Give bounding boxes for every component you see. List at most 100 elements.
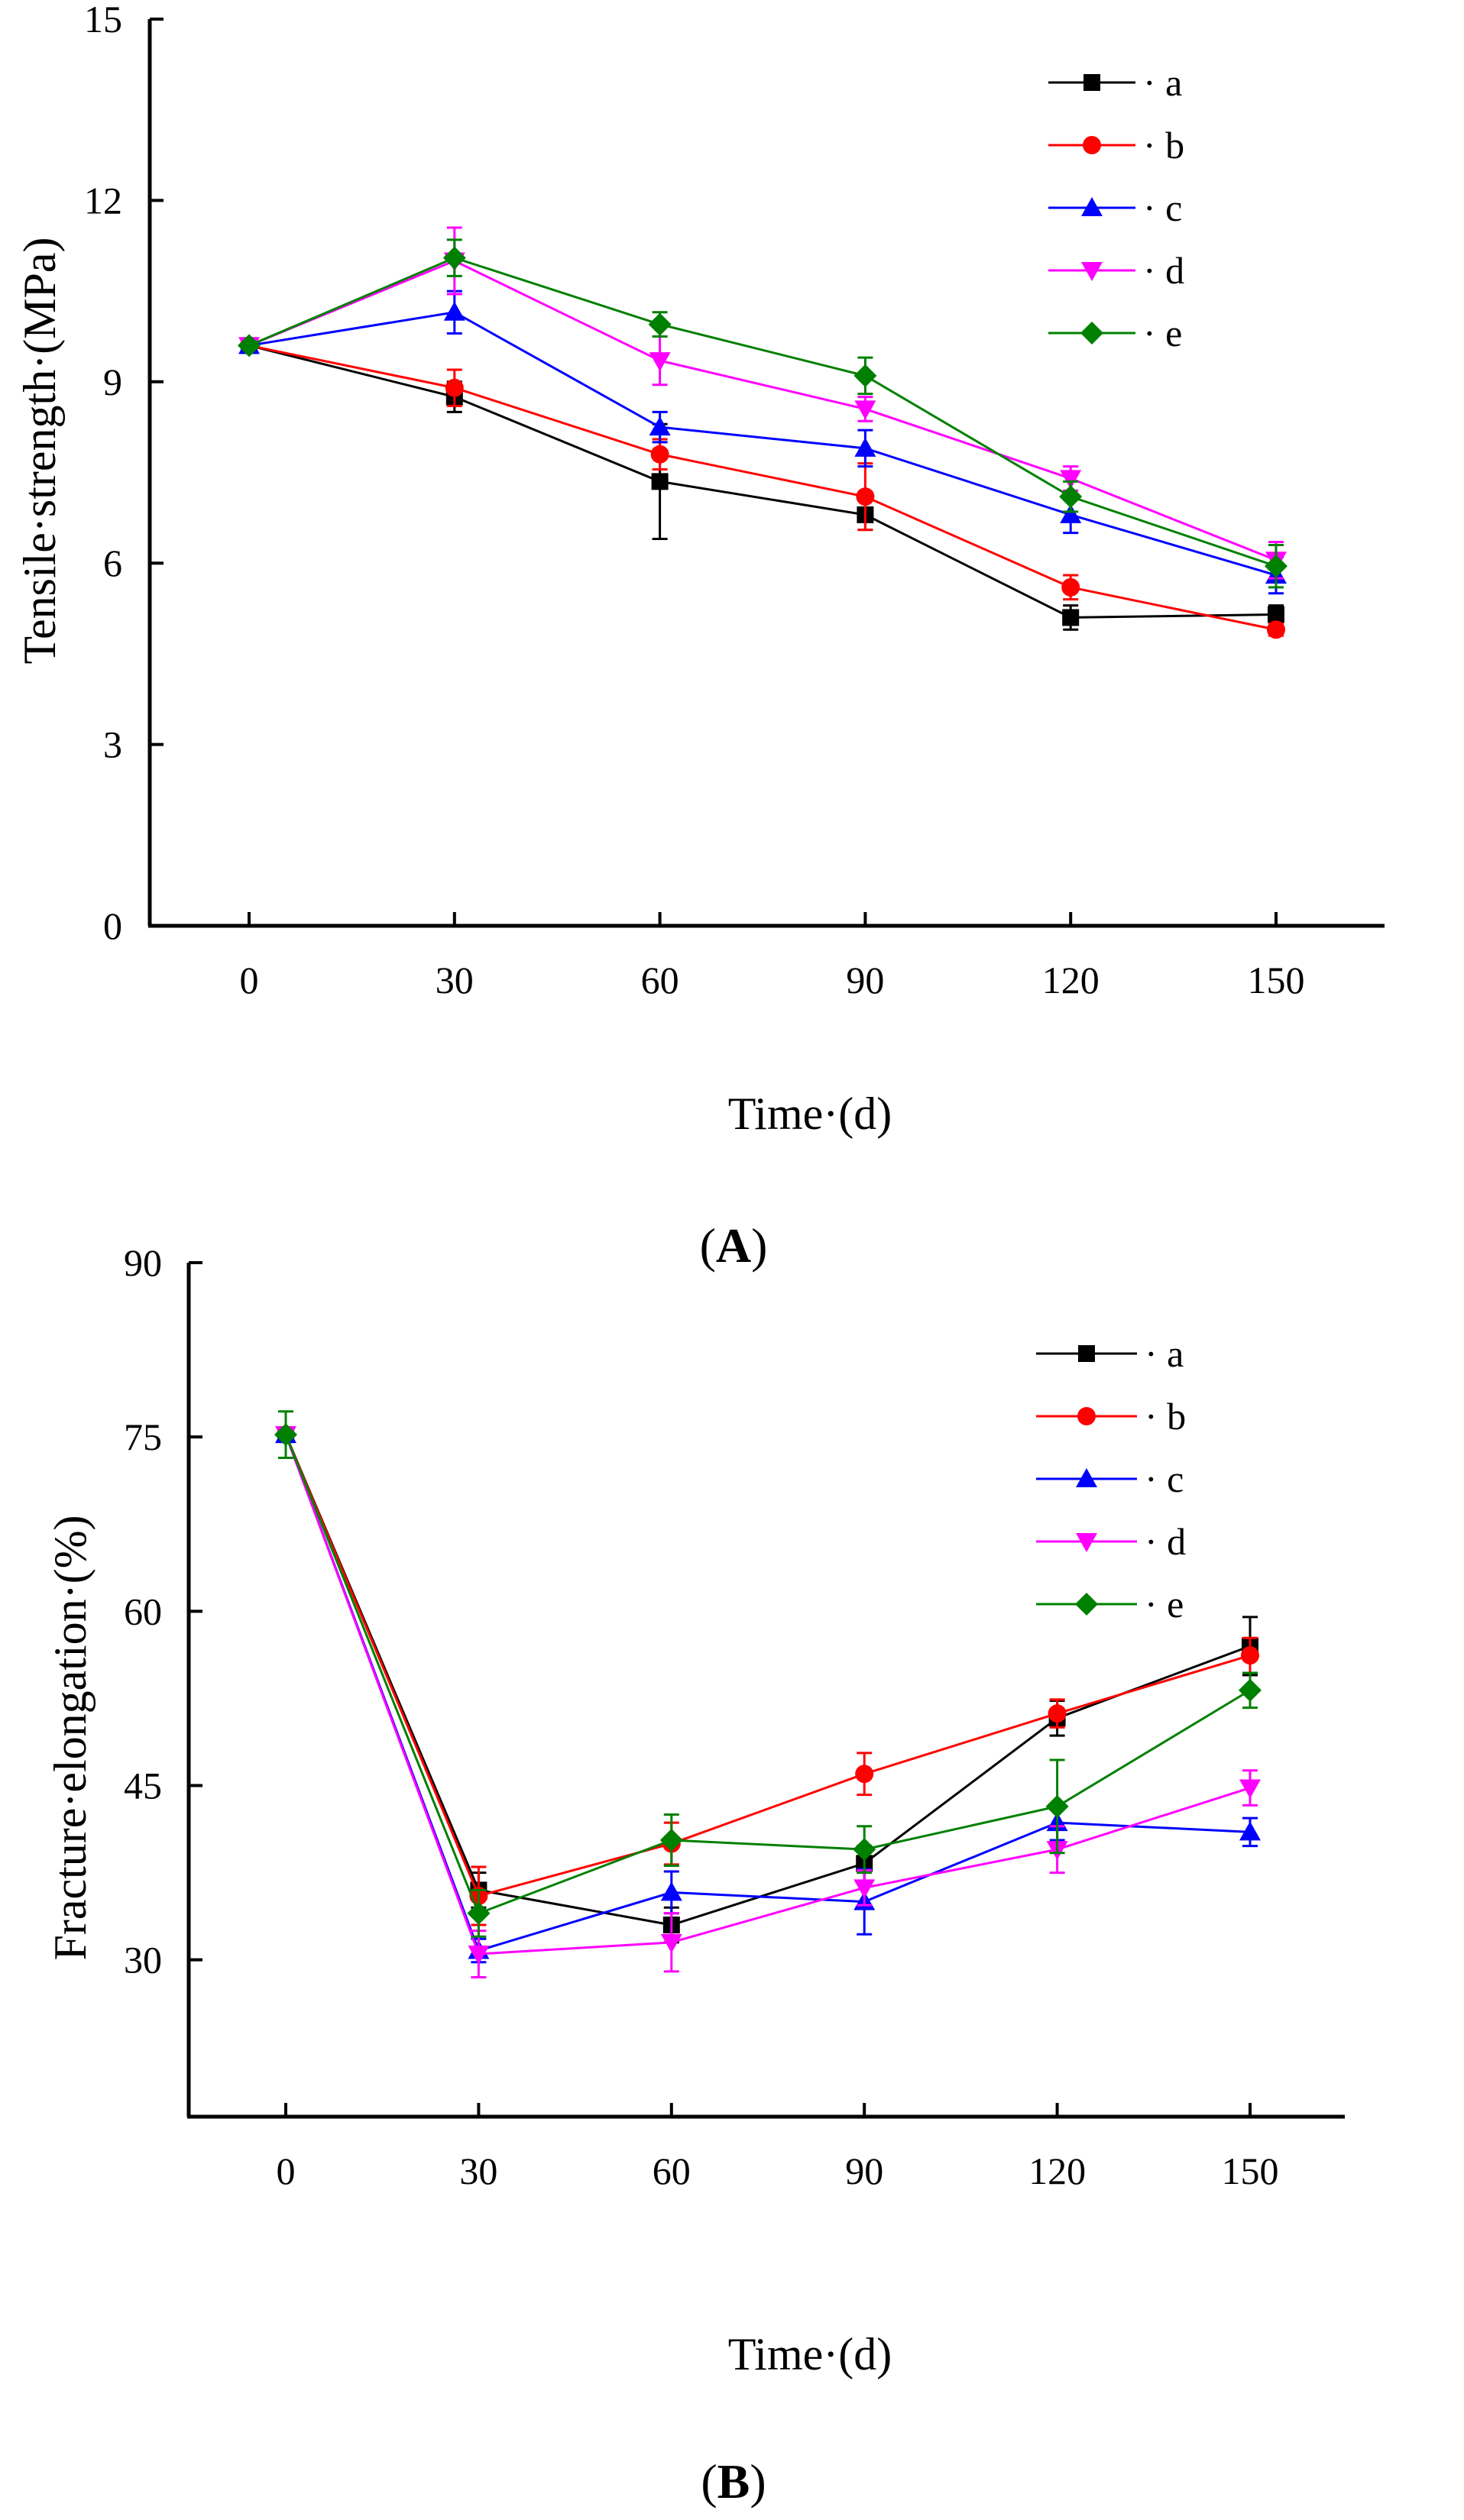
panel-a-series-c: [238, 290, 1287, 595]
panel-a-axes: [147, 19, 1385, 928]
panel-b-y-tick-label: 90: [124, 1241, 162, 1284]
panel-b-x-tick-label: 150: [1222, 2150, 1279, 2192]
panel-b-series-b-point: [855, 1765, 874, 1784]
panel-a-legend-marker-a: [1083, 74, 1100, 91]
panel-b-legend-marker-d: [1076, 1533, 1097, 1552]
panel-b-series-b-line: [284, 1434, 1251, 1897]
panel-a-y-ticks: 0 3 6 9 12 15: [84, 0, 164, 947]
panel-b-y-tick-label: 45: [124, 1764, 162, 1807]
panel-b-legend-label-c: · c: [1145, 1457, 1184, 1500]
panel-a-x-axis-title: Time·(d): [728, 1089, 892, 1139]
panel-b-series-d-point: [1239, 1779, 1261, 1799]
panel-b-legend: · a · b · c · d · e: [1036, 1332, 1186, 1626]
panel-a-chart: 0 3 6 9 12 15 0 30 60 90 120 150 · a · b · c · d · e T…: [15, 0, 1385, 1273]
panel-a-series-c-point: [649, 416, 671, 436]
panel-a-x-ticks: 0 30 60 90 120 150: [240, 912, 1305, 1001]
panel-a-series-e-point: [238, 334, 261, 357]
panel-b-y-tick-label: 30: [124, 1939, 162, 1981]
panel-a-series-b-line: [248, 344, 1277, 631]
svg-text:(A): (A): [700, 1218, 768, 1273]
panel-a-legend-marker-c: [1081, 197, 1103, 216]
panel-b-legend-entry-a: · a: [1036, 1332, 1184, 1375]
panel-b-series-e-line: [284, 1434, 1251, 1915]
panel-b-legend-label-a: · a: [1145, 1332, 1184, 1375]
panel-a-series-d: [238, 226, 1287, 580]
panel-a-series-b-point: [445, 378, 464, 397]
panel-a-legend-label-b: · b: [1143, 124, 1184, 167]
panel-b-series-b-point: [1241, 1646, 1259, 1665]
panel-a-legend-marker-d: [1081, 262, 1103, 281]
panel-b-x-tick-label: 120: [1028, 2150, 1086, 2192]
panel-a-legend-marker-b: [1083, 136, 1101, 154]
panel-b-series-d-point: [468, 1946, 490, 1965]
panel-b-series-e-point: [274, 1423, 297, 1447]
panel-a-series-d-point: [854, 400, 876, 420]
panel-a-x-tick-label: 30: [436, 959, 474, 1001]
panel-a-series-a-point: [1268, 606, 1284, 623]
panel-b-series-c-point: [660, 1881, 682, 1901]
panel-a-y-tick-label: 12: [84, 179, 122, 222]
panel-a-legend-label-d: · d: [1143, 249, 1184, 292]
panel-a-series-b-point: [856, 487, 875, 506]
panel-a-series-e-point: [442, 246, 466, 270]
panel-b-label-letter: B: [717, 2454, 750, 2509]
panel-b-series-d: [275, 1426, 1261, 1978]
panel-b-legend-entry-d: · d: [1036, 1520, 1186, 1563]
panel-b-x-tick-label: 30: [459, 2150, 497, 2192]
panel-a-legend-entry-e: · e: [1048, 312, 1182, 354]
panel-b-legend-label-b: · b: [1145, 1395, 1186, 1438]
panel-a-legend-label-c: · c: [1143, 186, 1182, 229]
panel-a-series-e-point: [648, 312, 672, 336]
panel-b-series-e-point: [659, 1828, 683, 1852]
panel-b-series-d-point: [853, 1879, 876, 1899]
panel-b-legend-entry-e: · e: [1036, 1583, 1184, 1626]
panel-a-series-c-line: [248, 311, 1277, 577]
panel-b-series-a: [277, 1426, 1258, 1944]
panel-b-y-tick-label: 75: [124, 1415, 162, 1458]
panel-a-series-e-point: [853, 364, 877, 387]
panel-a-series-e-point: [1059, 485, 1083, 509]
panel-b-series-e-point: [1239, 1678, 1262, 1702]
panel-a-legend: · a · b · c · d · e: [1048, 61, 1184, 354]
panel-b-legend-marker-c: [1076, 1468, 1097, 1487]
panel-a-series-e-line: [248, 256, 1277, 568]
panel-a-series: [238, 226, 1287, 639]
panel-a-y-tick-label: 3: [103, 723, 122, 766]
panel-b-label: (B): [701, 2454, 766, 2509]
panel-b-legend-label-d: · d: [1145, 1520, 1186, 1563]
panel-a-x-tick-label: 60: [641, 959, 679, 1001]
panel-a-x-tick-label: 150: [1248, 959, 1305, 1001]
panel-b-series-a-line: [284, 1434, 1251, 1926]
panel-b-series-e-point: [1045, 1794, 1069, 1818]
panel-b-x-ticks: 0 30 60 90 120 150: [277, 2103, 1279, 2192]
panel-b-series-b-point: [1048, 1704, 1067, 1723]
panel-a-y-tick-label: 6: [103, 542, 122, 584]
panel-a-label: (A): [700, 1218, 768, 1273]
panel-a-y-tick-label: 15: [84, 0, 122, 40]
panel-b-series-c-line: [284, 1434, 1251, 1952]
panel-a-series-c-point: [854, 437, 876, 457]
panel-a-legend-entry-c: · c: [1048, 186, 1182, 229]
svg-text:(B): (B): [701, 2454, 766, 2509]
panel-a-series-b-point: [1061, 577, 1080, 597]
panel-a-series-a: [241, 337, 1284, 631]
panel-a-x-tick-label: 90: [846, 959, 884, 1001]
panel-b-x-tick-label: 60: [653, 2150, 691, 2192]
panel-a-legend-label-e: · e: [1143, 312, 1182, 354]
panel-b-x-axis-title: Time·(d): [728, 2329, 892, 2379]
panel-a-series-d-point: [1060, 470, 1082, 490]
panel-b-legend-marker-a: [1078, 1345, 1095, 1362]
panel-a-series-c-point: [1060, 503, 1082, 523]
panel-a-label-letter: A: [716, 1218, 751, 1273]
panel-a-series-b-point: [1267, 620, 1285, 639]
panel-a-legend-label-a: · a: [1143, 61, 1182, 104]
panel-a-series-d-line: [248, 259, 1277, 561]
panel-a-series-e: [238, 238, 1287, 589]
panel-a-legend-marker-e: [1080, 322, 1103, 345]
panel-a-y-axis-title: Tensile·strength·(MPa): [15, 238, 65, 665]
panel-a-legend-entry-d: · d: [1048, 249, 1184, 292]
panel-a-series-e-point: [1265, 555, 1287, 578]
panel-b-legend-marker-e: [1075, 1593, 1098, 1616]
panel-b-y-ticks: 30 45 60 75 90: [124, 1241, 202, 1981]
